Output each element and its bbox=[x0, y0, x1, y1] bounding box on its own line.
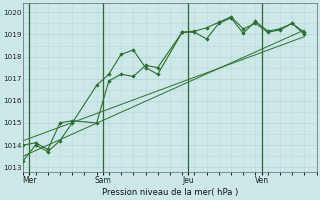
X-axis label: Pression niveau de la mer( hPa ): Pression niveau de la mer( hPa ) bbox=[102, 188, 238, 197]
